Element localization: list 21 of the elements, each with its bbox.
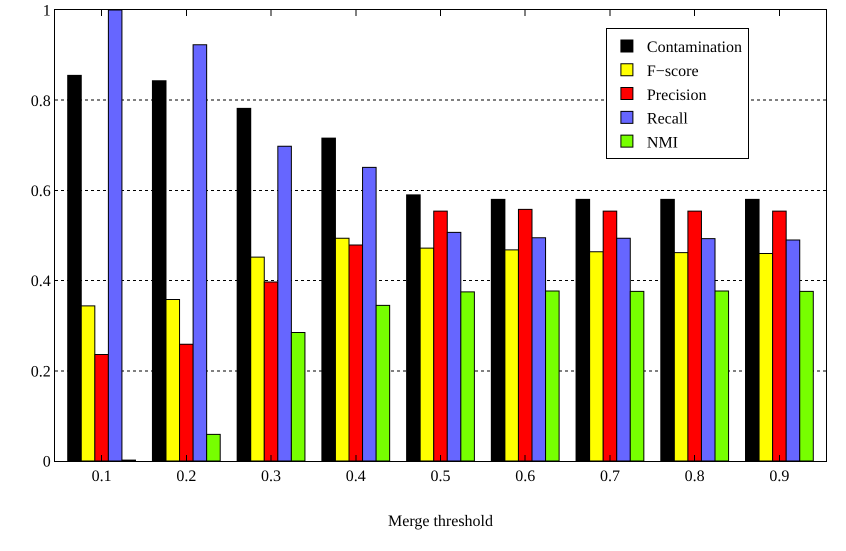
y-tick-label: 0.4 xyxy=(30,273,51,290)
y-tick-label: 0.2 xyxy=(30,363,51,380)
y-tick-label: 1 xyxy=(42,2,51,20)
x-tick-label: 0.4 xyxy=(346,468,366,486)
y-tick-label: 0 xyxy=(42,454,51,471)
x-tick-label: 0.2 xyxy=(176,468,196,486)
x-tick-label: 0.8 xyxy=(684,468,705,486)
x-tick-label: 0.3 xyxy=(261,468,282,486)
legend-label: Precision xyxy=(646,86,706,104)
x-tick-label: 0.7 xyxy=(600,468,620,486)
legend-label: Contamination xyxy=(646,39,742,56)
y-tick-label: 0.8 xyxy=(30,92,51,110)
x-axis-title: Merge threshold xyxy=(388,512,494,530)
x-tick-label: 0.1 xyxy=(92,468,112,486)
y-tick-label: 0.6 xyxy=(30,183,51,200)
x-tick-label: 0.9 xyxy=(769,468,790,486)
legend-label: Recall xyxy=(646,110,688,128)
x-tick-label: 0.6 xyxy=(515,468,536,486)
legend-label: F−score xyxy=(646,62,699,80)
legend-label: NMI xyxy=(646,134,678,152)
x-tick-label: 0.5 xyxy=(430,468,450,486)
